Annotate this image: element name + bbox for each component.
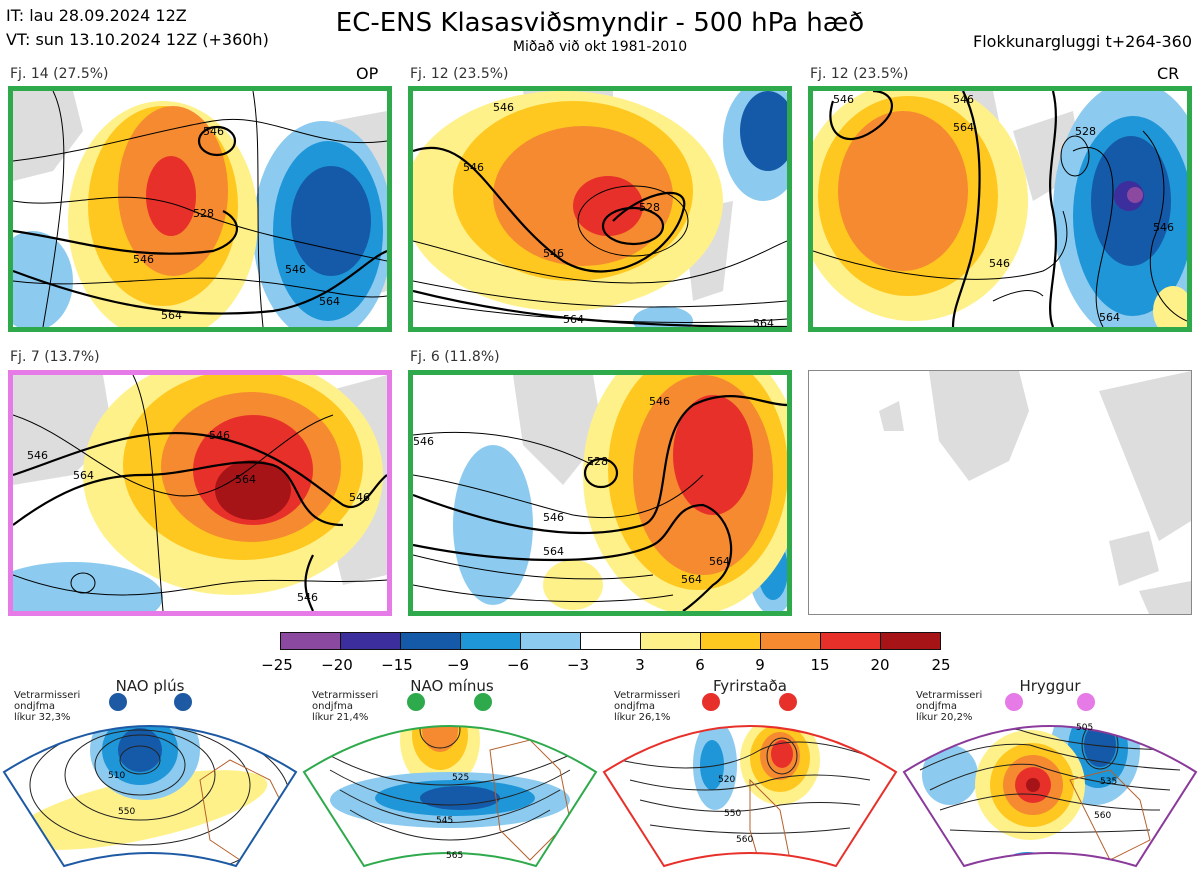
colorbar-tick: 15 [810,656,830,674]
panel-3-label: Fj. 12 (23.5%) [810,66,909,82]
cluster-map-5: 546 528 546 564 546 564 564 [408,370,792,616]
colorbar-bin [280,632,341,650]
contour-label: 550 [118,807,135,817]
colorbar-bin [880,632,941,650]
contour-label: 520 [718,775,735,785]
cluster-map-2: 546 546 528 546 564 564 [408,86,792,332]
colorbar-tick: 25 [931,656,951,674]
panel-4-label: Fj. 7 (13.7%) [10,349,100,365]
cluster-map-1: 528 546 546 564 546 564 [8,86,392,332]
regime-title: NAO plús [115,677,185,695]
colorbar-tick: −6 [506,656,530,674]
panel-1-tag: OP [356,64,379,83]
contour-label: 546 [27,449,48,462]
contour-label: 564 [161,309,182,322]
contour-label: 564 [681,573,702,586]
regime-map-nao-minus: 525 545 565 [302,693,598,868]
contour-label: 535 [1100,777,1117,787]
contour-label: 546 [203,125,224,138]
contour-label: 546 [285,263,306,276]
contour-label: 546 [833,93,854,106]
contour-label: 546 [297,591,318,604]
colorbar-tick: −20 [321,656,353,674]
contour-label: 560 [1094,811,1111,821]
colorbar-tick: 20 [870,656,890,674]
colorbar-tick: −9 [446,656,470,674]
contour-label: 528 [1075,125,1096,138]
contour-label: 510 [108,771,125,781]
colorbar-bin [580,632,641,650]
panel-3-tag: CR [1157,64,1180,83]
contour-label: 564 [1099,311,1120,324]
colorbar-tick: −15 [381,656,413,674]
contour-label: 546 [493,101,514,114]
colorbar-bin [640,632,701,650]
regime-title: NAO mínus [410,677,494,695]
empty-map-panel [808,370,1192,615]
contour-label: 546 [1153,221,1174,234]
contour-label: 560 [736,835,753,845]
contour-label: 564 [709,555,730,568]
colorbar-tick: −3 [566,656,590,674]
contour-label: 564 [73,469,94,482]
contour-label: 546 [953,93,974,106]
contour-label: 564 [753,317,774,327]
panel-2-label: Fj. 12 (23.5%) [410,66,509,82]
regime-map-nao-plus: 510 550 [2,693,298,868]
panel-5-label: Fj. 6 (11.8%) [410,349,500,365]
contour-label: 564 [953,121,974,134]
regime-note: Vetrarmisseri ondjfma líkur 20,2% [916,690,983,723]
valid-time: VT: sun 13.10.2024 12Z (+360h) [6,30,269,49]
contour-label: 528 [193,207,214,220]
contour-label: 564 [235,473,256,486]
contour-label: 546 [413,435,434,448]
contour-label: 528 [587,455,608,468]
contour-label: 546 [133,253,154,266]
contour-label: 564 [319,295,340,308]
contour-label: 546 [209,429,230,442]
page-title: EC-ENS Klasasviðsmyndir - 500 hPa hæð [335,8,865,38]
colorbar-bin [460,632,521,650]
contour-label: 528 [639,201,660,214]
contour-label: 564 [563,313,584,326]
contour-label: 546 [543,247,564,260]
contour-label: 546 [463,161,484,174]
contour-label: 546 [349,491,370,504]
contour-label: 546 [989,257,1010,270]
contour-label: 505 [1076,723,1093,733]
classification-window: Flokkunargluggi t+264-360 [973,32,1192,51]
colorbar-tick: 9 [755,656,765,674]
contour-label: 545 [436,816,453,826]
contour-label: 525 [452,773,469,783]
regime-note: Vetrarmisseri ondjfma líkur 26,1% [614,690,681,723]
contour-label: 564 [543,545,564,558]
regime-title: Hryggur [1019,677,1081,695]
colorbar-bin [340,632,401,650]
regime-map-blocking: 520 550 560 [602,693,898,868]
regime-note: Vetrarmisseri ondjfma líkur 21,4% [312,690,379,723]
colorbar-bin [520,632,581,650]
climatology-note: Miðað við okt 1981-2010 [512,39,688,55]
colorbar-tick: 6 [695,656,705,674]
contour-label: 546 [543,511,564,524]
colorbar-bin [700,632,761,650]
contour-label: 550 [724,809,741,819]
colorbar-bin [820,632,881,650]
cluster-map-4: 546 564 546 564 546 546 [8,370,392,616]
colorbar-tick: −25 [261,656,293,674]
colorbar-bin [760,632,821,650]
regime-title: Fyrirstaða [713,677,787,695]
cluster-map-3: 546 564 528 546 546 546 564 [808,86,1192,332]
panel-1-label: Fj. 14 (27.5%) [10,66,109,82]
contour-label: 546 [649,395,670,408]
colorbar-tick: 3 [635,656,645,674]
regime-map-ridge: 505 535 560 [902,693,1198,868]
init-time: IT: lau 28.09.2024 12Z [6,6,187,25]
regime-note: Vetrarmisseri ondjfma líkur 32,3% [14,690,81,723]
colorbar-bin [400,632,461,650]
contour-label: 565 [446,851,463,861]
